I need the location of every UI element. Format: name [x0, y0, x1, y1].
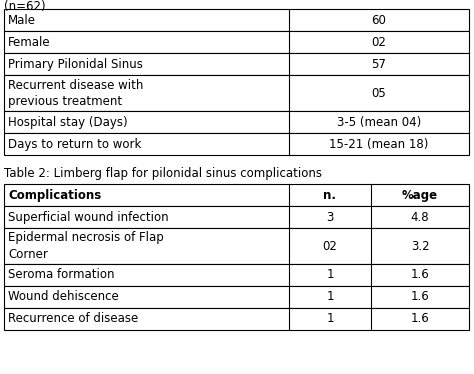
Text: Female: Female: [8, 36, 51, 49]
Text: 02: 02: [372, 36, 386, 49]
Text: 60: 60: [372, 13, 386, 27]
Text: Seroma formation: Seroma formation: [8, 269, 115, 282]
Bar: [4, 9, 469, 31]
Text: 4.8: 4.8: [410, 211, 429, 224]
Bar: [4, 31, 469, 53]
Text: 57: 57: [372, 58, 386, 71]
Bar: [4, 133, 469, 155]
Text: 1.6: 1.6: [410, 291, 429, 303]
Text: 1.6: 1.6: [410, 313, 429, 325]
Text: Recurrent disease with
previous treatment: Recurrent disease with previous treatmen…: [8, 79, 143, 107]
Text: 1.6: 1.6: [410, 269, 429, 282]
Bar: [4, 206, 469, 228]
Text: 3-5 (mean 04): 3-5 (mean 04): [337, 116, 421, 129]
Text: 05: 05: [372, 86, 386, 99]
Bar: [4, 75, 469, 111]
Bar: [4, 228, 469, 264]
Text: Complications: Complications: [8, 188, 101, 202]
Text: 1: 1: [326, 313, 334, 325]
Text: 3.2: 3.2: [410, 239, 429, 252]
Text: Wound dehiscence: Wound dehiscence: [8, 291, 119, 303]
Bar: [4, 286, 469, 308]
Text: Table 2: Limberg flap for pilonidal sinus complications: Table 2: Limberg flap for pilonidal sinu…: [4, 167, 322, 180]
Bar: [4, 53, 469, 75]
Text: Male: Male: [8, 13, 36, 27]
Text: Epidermal necrosis of Flap
Corner: Epidermal necrosis of Flap Corner: [8, 232, 164, 261]
Text: 15-21 (mean 18): 15-21 (mean 18): [329, 138, 428, 150]
Bar: [4, 184, 469, 206]
Bar: [4, 308, 469, 330]
Text: Primary Pilonidal Sinus: Primary Pilonidal Sinus: [8, 58, 143, 71]
Bar: [4, 264, 469, 286]
Text: Hospital stay (Days): Hospital stay (Days): [8, 116, 128, 129]
Text: Superficial wound infection: Superficial wound infection: [8, 211, 169, 224]
Text: 02: 02: [323, 239, 337, 252]
Text: n.: n.: [323, 188, 337, 202]
Text: Recurrence of disease: Recurrence of disease: [8, 313, 138, 325]
Text: %age: %age: [402, 188, 438, 202]
Text: Days to return to work: Days to return to work: [8, 138, 141, 150]
Text: 1: 1: [326, 269, 334, 282]
Text: (n=62): (n=62): [4, 0, 46, 13]
Bar: [4, 111, 469, 133]
Text: 1: 1: [326, 291, 334, 303]
Text: 3: 3: [326, 211, 334, 224]
